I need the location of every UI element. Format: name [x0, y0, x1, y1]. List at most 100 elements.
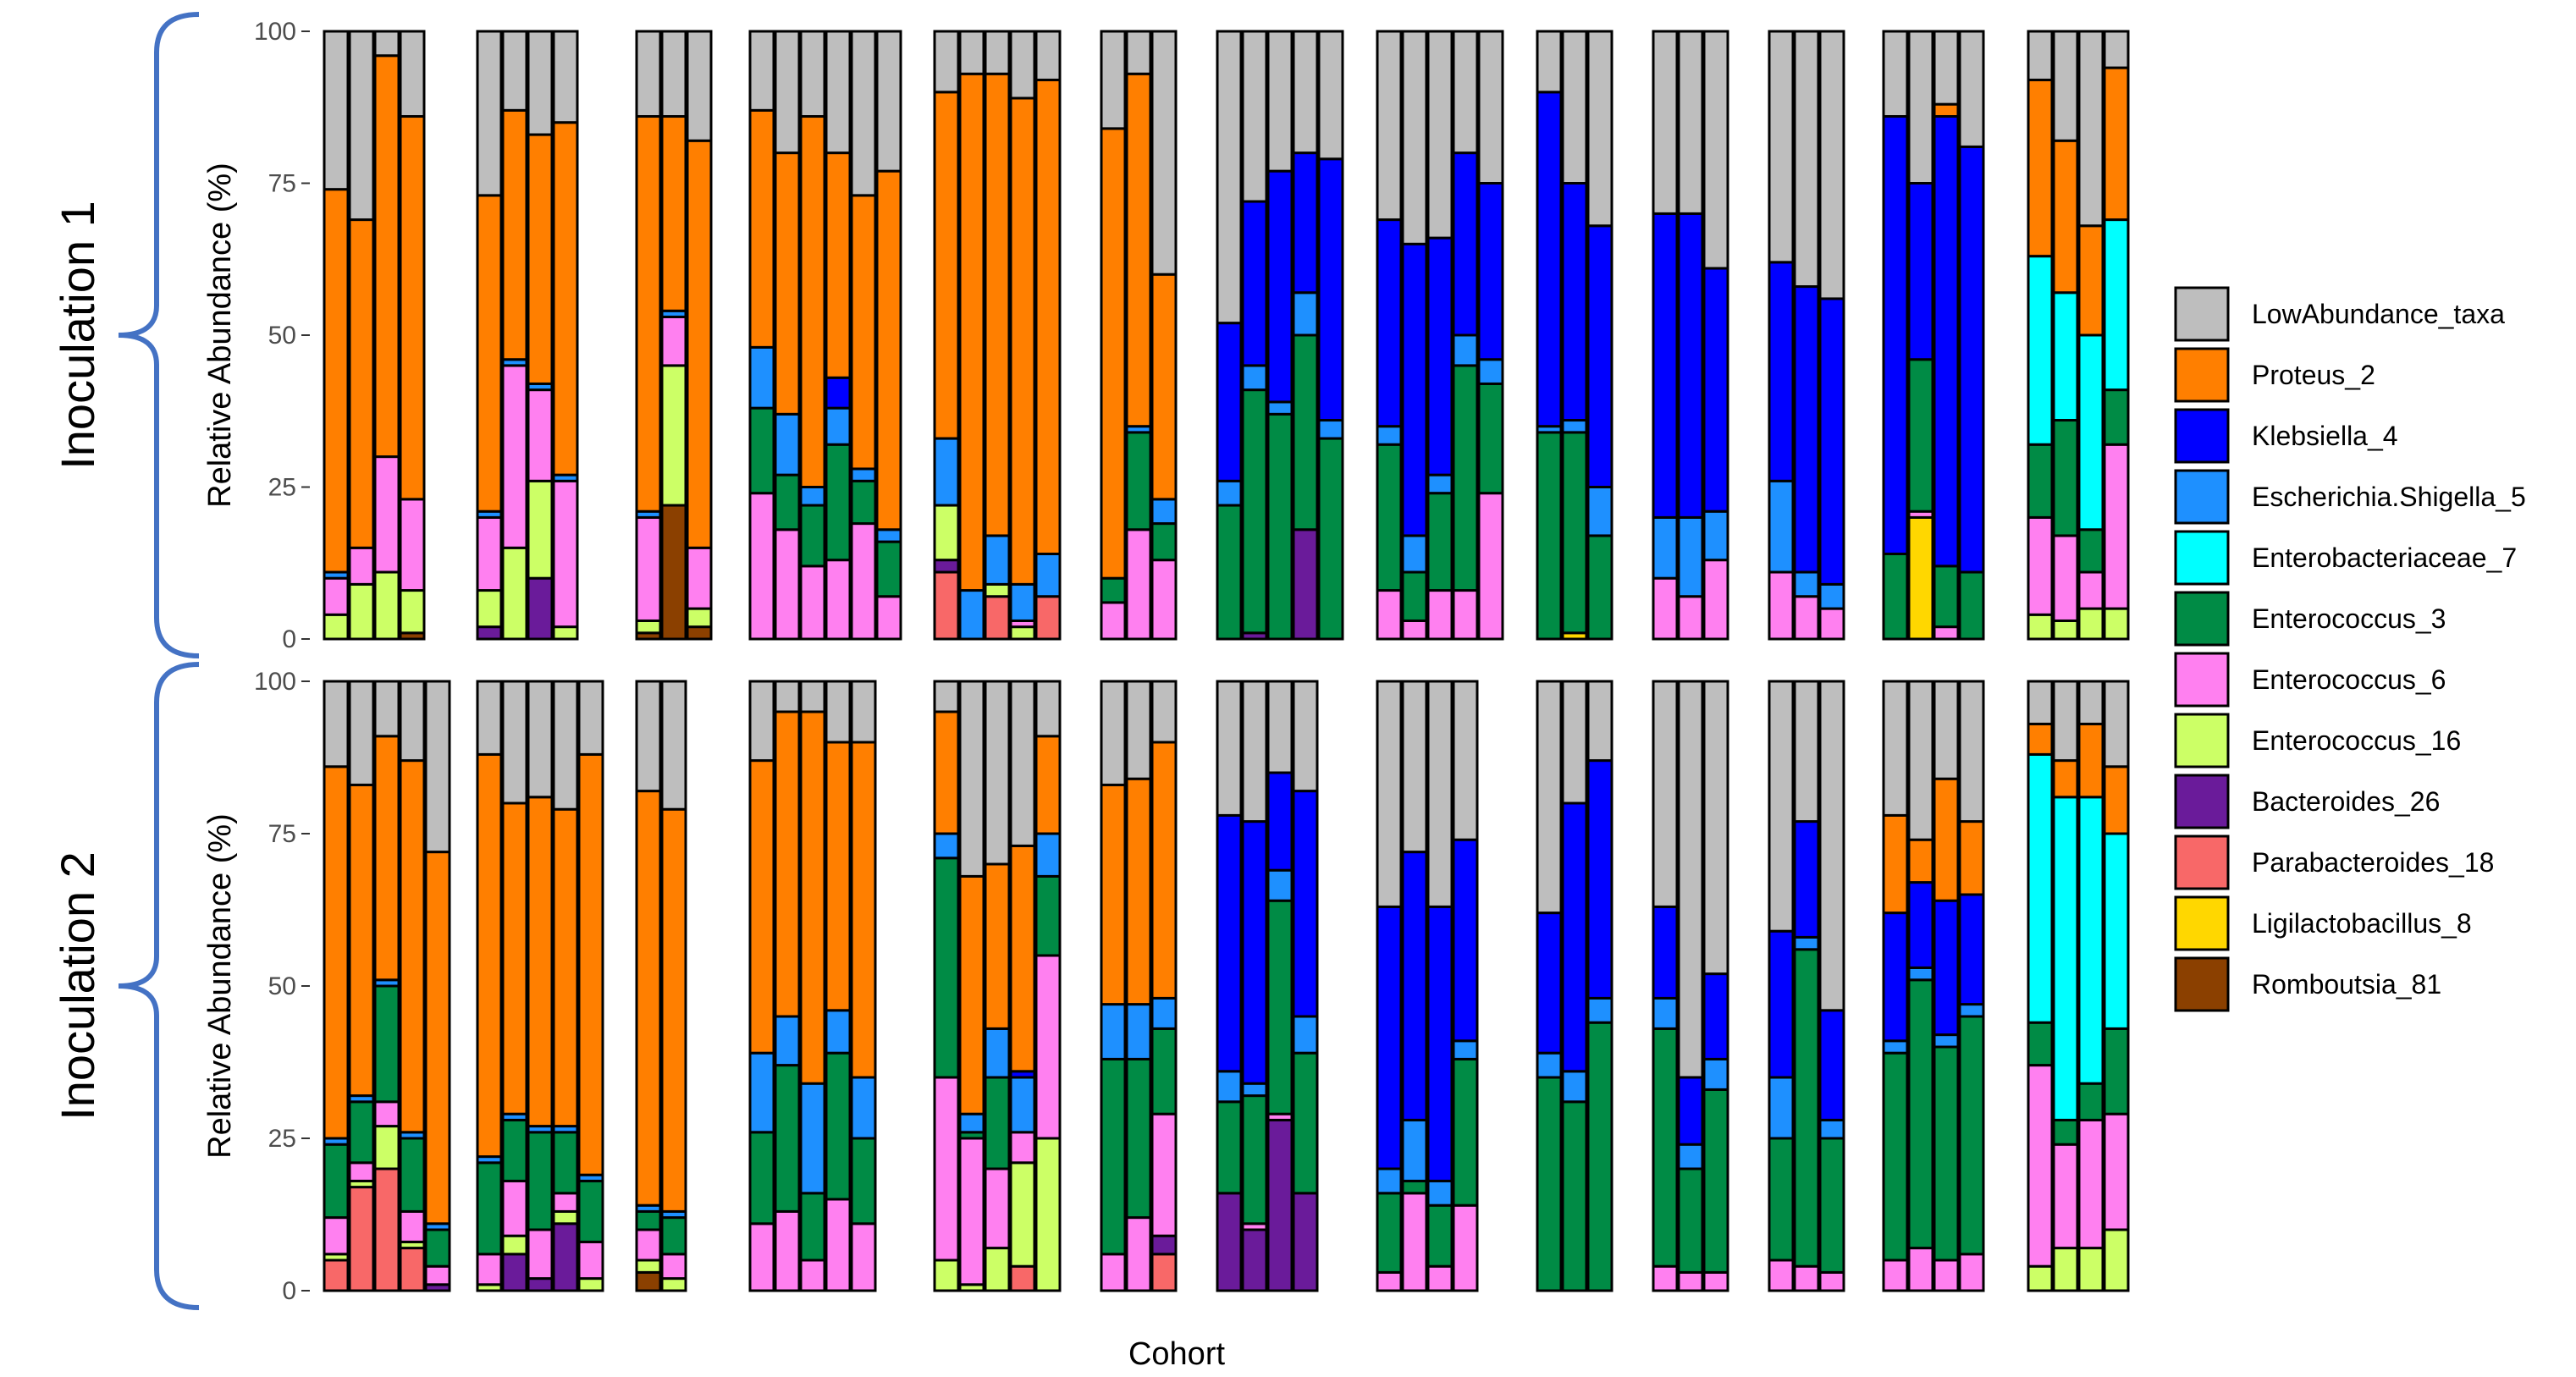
bar: [660, 680, 687, 1292]
bar-segment-enterococcus-6: [552, 479, 579, 629]
bar-segment-enterococcus-16: [933, 1259, 960, 1292]
bar-segment-lowabundance-taxa: [373, 680, 400, 738]
bar-segment-enterococcus-3: [2052, 1118, 2079, 1146]
bar: [399, 680, 426, 1292]
bar-segment-enterococcus-6: [635, 1228, 662, 1262]
bar-segment-lowabundance-taxa: [527, 30, 554, 136]
legend-item-klebsiella-4: Klebsiella_4: [2174, 408, 2398, 464]
bar-segment-escherichia-shigella-5: [1100, 1003, 1127, 1060]
bar-segment-escherichia-shigella-5: [1009, 1076, 1036, 1134]
bar-segment-lowabundance-taxa: [399, 30, 426, 118]
bar-segment-enterococcus-16: [933, 504, 960, 562]
bar-segment-klebsiella-4: [1677, 212, 1704, 519]
bar-segment-enterococcus-3: [748, 1131, 775, 1226]
y-axis-label: Relative Abundance (%): [202, 813, 238, 1159]
bar-segment-lowabundance-taxa: [1677, 680, 1704, 1079]
bar: [1768, 30, 1795, 641]
bar-segment-enterococcus-3: [1677, 1167, 1704, 1274]
bar-segment-escherichia-shigella-5: [1652, 996, 1679, 1030]
bar: [958, 30, 985, 641]
bar-segment-lowabundance-taxa: [1241, 30, 1268, 203]
bar-segment-enterococcus-6: [1933, 625, 1960, 641]
bar-segment-enterococcus-16: [501, 546, 528, 641]
bar-segment-enterococcus-3: [1452, 1057, 1479, 1207]
bar: [1426, 30, 1453, 641]
bar-segment-proteus-2: [686, 139, 713, 549]
bar-segment-klebsiella-4: [1452, 838, 1479, 1043]
bar: [1100, 680, 1127, 1292]
bar-segment-ligilactobacillus-8: [1907, 515, 1934, 641]
bar-segment-enterococcus-6: [1882, 1259, 1909, 1292]
bar-segment-lowabundance-taxa: [1401, 680, 1428, 854]
legend-label: Klebsiella_4: [2252, 421, 2398, 451]
bar-segment-escherichia-shigella-5: [1034, 552, 1062, 598]
bar-segment-enterococcus-6: [660, 315, 687, 367]
bar-segment-escherichia-shigella-5: [1426, 473, 1453, 495]
bar-segment-proteus-2: [1933, 777, 1960, 902]
bar-segment-parabacteroides-18: [373, 1167, 400, 1292]
bar-segment-lowabundance-taxa: [774, 30, 801, 155]
legend-item-lowabundance-taxa: LowAbundance_taxa: [2174, 286, 2505, 342]
bar-segment-klebsiella-4: [1882, 115, 1909, 555]
bar: [958, 680, 985, 1292]
bar-segment-proteus-2: [799, 710, 826, 1085]
bar-segment-proteus-2: [1933, 102, 1960, 118]
bar-segment-escherichia-shigella-5: [1317, 419, 1344, 440]
bar-segment-lowabundance-taxa: [799, 30, 826, 118]
cohort-group-9: [1536, 30, 1613, 641]
cohort-group-2: [476, 680, 604, 1292]
bar-segment-enterococcus-3: [825, 443, 852, 562]
bar-segment-bacteroides-26: [1292, 1192, 1319, 1292]
bar-segment-enterobacteriaceae-7: [2103, 832, 2130, 1030]
bar-segment-enterococcus-6: [1009, 1131, 1036, 1165]
bar-segment-proteus-2: [2027, 722, 2054, 756]
bar-segment-enterococcus-16: [2077, 1247, 2104, 1292]
legend-label: Enterococcus_6: [2252, 664, 2446, 695]
cohort-group-1: [323, 30, 426, 641]
bar-segment-lowabundance-taxa: [1317, 30, 1344, 161]
y-tick-label: 0: [282, 1277, 296, 1305]
bar: [2027, 680, 2054, 1292]
bar-segment-enterococcus-3: [774, 1064, 801, 1213]
bar-segment-enterococcus-3: [323, 1143, 350, 1220]
bar-segment-enterococcus-6: [1125, 1216, 1152, 1292]
bar-segment-escherichia-shigella-5: [958, 589, 985, 641]
bar-segment-parabacteroides-18: [1009, 1264, 1036, 1292]
bar-segment-enterococcus-3: [1426, 1203, 1453, 1268]
bar: [1907, 30, 1934, 641]
bar-segment-enterococcus-3: [1241, 1094, 1268, 1226]
bar-segment-enterococcus-6: [323, 576, 350, 616]
bar: [1125, 30, 1152, 641]
bar: [748, 680, 775, 1292]
legend-label: Enterococcus_3: [2252, 603, 2446, 634]
bar-segment-klebsiella-4: [1426, 905, 1453, 1182]
bar: [1958, 30, 1985, 641]
bar-segment-lowabundance-taxa: [399, 680, 426, 763]
bar-segment-lowabundance-taxa: [1034, 30, 1062, 81]
bar: [799, 30, 826, 641]
bar-segment-lowabundance-taxa: [1652, 680, 1679, 908]
bar-segment-lowabundance-taxa: [1933, 30, 1960, 106]
bar-segment-enterococcus-3: [1216, 504, 1243, 641]
bar-segment-enterococcus-6: [2052, 1143, 2079, 1250]
bar: [1009, 30, 1036, 641]
bar-segment-escherichia-shigella-5: [1266, 400, 1294, 416]
bar-segment-enterococcus-6: [501, 364, 528, 549]
bar-segment-lowabundance-taxa: [577, 680, 604, 756]
bar-segment-klebsiella-4: [1907, 881, 1934, 969]
bar: [1536, 30, 1563, 641]
bar-segment-proteus-2: [1958, 820, 1985, 896]
bar-segment-escherichia-shigella-5: [1702, 1057, 1729, 1091]
bar: [527, 30, 554, 641]
bar-segment-enterobacteriaceae-7: [2077, 333, 2104, 532]
bar-segment-enterococcus-16: [399, 589, 426, 635]
bar-segment-enterococcus-16: [373, 570, 400, 641]
bar: [1652, 680, 1679, 1292]
bar-segment-proteus-2: [1907, 838, 1934, 884]
bar-segment-klebsiella-4: [1958, 145, 1985, 574]
bar-segment-enterococcus-6: [1958, 1253, 1985, 1292]
bar-segment-enterobacteriaceae-7: [2027, 255, 2054, 446]
bar-segment-escherichia-shigella-5: [799, 1082, 826, 1195]
bar-segment-enterococcus-3: [1401, 570, 1428, 622]
bar-segment-enterococcus-3: [1882, 1051, 1909, 1262]
